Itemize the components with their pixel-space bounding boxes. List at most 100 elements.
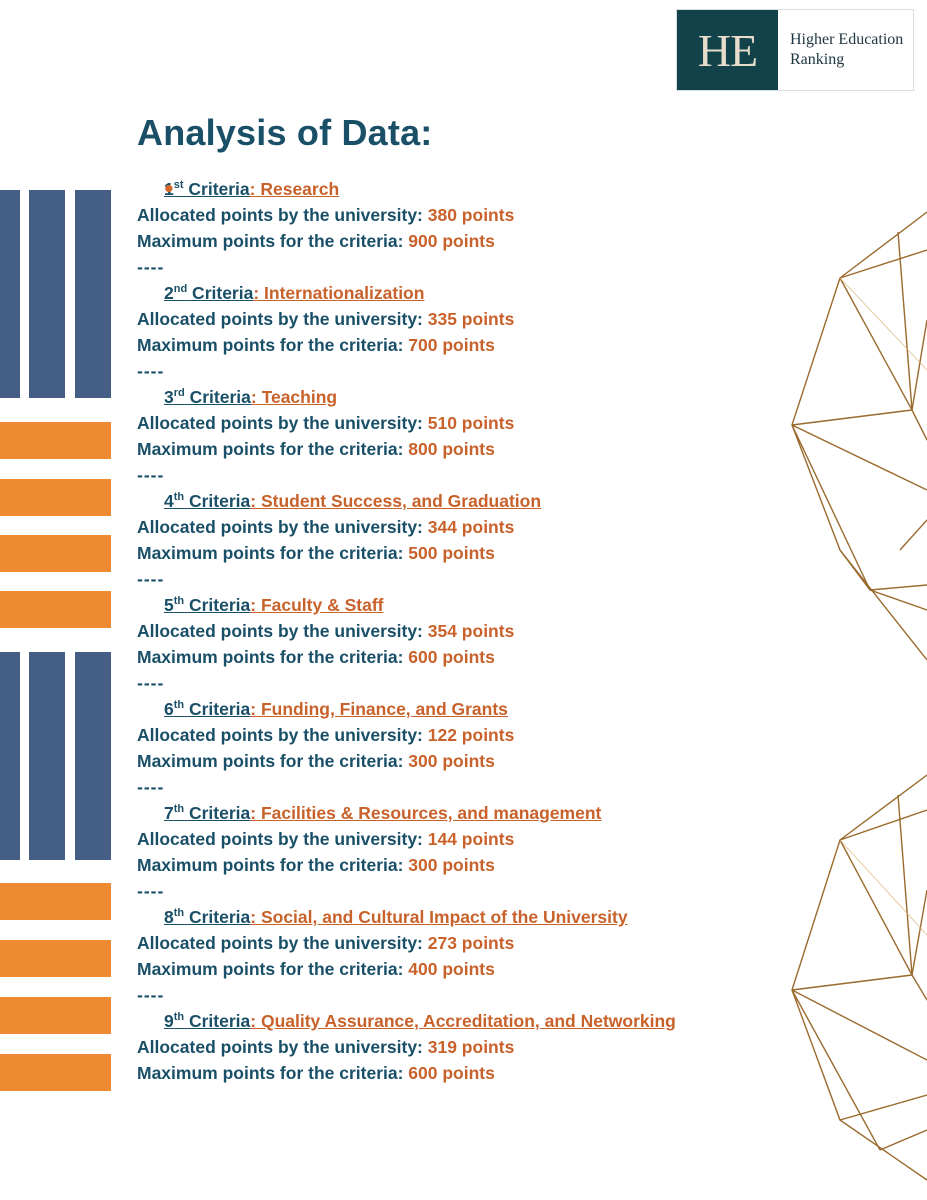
allocated-row: Allocated points by the university: 319 … [137, 1034, 777, 1060]
maximum-label: Maximum points for the criteria: [137, 647, 409, 667]
allocated-value: 344 points [427, 517, 515, 537]
allocated-row: Allocated points by the university: 335 … [137, 306, 777, 332]
maximum-value: 500 points [408, 543, 495, 563]
allocated-value: 273 points [427, 933, 515, 953]
criteria-block: ● 6th Criteria: Funding, Finance, and Gra… [137, 180, 777, 800]
orange-stripe [0, 535, 111, 572]
criteria-name: : Teaching [250, 387, 338, 407]
separator: ---- [137, 673, 165, 693]
criteria-title: 5th Criteria: Faculty & Staff [164, 595, 383, 615]
blue-stripe [0, 190, 20, 398]
allocated-row: Allocated points by the university: 380 … [137, 202, 777, 228]
separator: ---- [137, 985, 165, 1005]
allocated-value: 319 points [427, 1037, 515, 1057]
allocated-label: Allocated points by the university: [137, 205, 428, 225]
allocated-label: Allocated points by the university: [137, 517, 428, 537]
criteria-block: ● 7th Criteria: Facilities & Resources, a… [137, 180, 777, 904]
allocated-row: Allocated points by the university: 354 … [137, 618, 777, 644]
criteria-ordinal: th [173, 491, 185, 503]
maximum-value: 600 points [408, 647, 495, 667]
criteria-number: 2 [164, 283, 174, 303]
orange-stripe [0, 997, 111, 1034]
criteria-block: ● 8th Criteria: Social, and Cultural Impa… [137, 180, 777, 1008]
logo-text: Higher Education Ranking [778, 10, 913, 90]
criteria-number: 3 [164, 387, 174, 407]
maximum-row: Maximum points for the criteria: 900 poi… [137, 228, 777, 254]
blue-stripe [29, 190, 65, 398]
allocated-label: Allocated points by the university: [137, 725, 428, 745]
allocated-value: 380 points [427, 205, 515, 225]
allocated-label: Allocated points by the university: [137, 933, 428, 953]
criteria-heading: ● 8th Criteria: Social, and Cultural Impa… [137, 180, 777, 930]
orange-stripe [0, 883, 111, 920]
criteria-block: ● 1st Criteria: Research Allocated points … [137, 176, 777, 280]
criteria-ordinal: th [173, 1011, 185, 1023]
criteria-number: 4 [164, 491, 174, 511]
allocated-value: 510 points [427, 413, 515, 433]
bullet-icon: ● [164, 180, 174, 197]
bullet-icon: ● [164, 180, 174, 197]
criteria-name: : Social, and Cultural Impact of the Uni… [250, 907, 628, 927]
logo-line-2: Ranking [790, 51, 845, 68]
maximum-label: Maximum points for the criteria: [137, 543, 409, 563]
maximum-row: Maximum points for the criteria: 300 poi… [137, 852, 777, 878]
criteria-title: 4th Criteria: Student Success, and Gradu… [164, 491, 541, 511]
maximum-label: Maximum points for the criteria: [137, 959, 409, 979]
criteria-block: ● 3rd Criteria: Teaching Allocated points … [137, 180, 777, 488]
maximum-label: Maximum points for the criteria: [137, 1063, 409, 1083]
criteria-name: : Quality Assurance, Accreditation, and … [250, 1011, 676, 1031]
criteria-number: 5 [164, 595, 174, 615]
bullet-icon: ● [164, 180, 174, 197]
criteria-word: Criteria [183, 179, 250, 199]
criteria-list: ● 1st Criteria: Research Allocated points … [137, 176, 777, 1086]
criteria-ordinal: st [173, 179, 184, 191]
blue-stripe [75, 652, 111, 860]
allocated-label: Allocated points by the university: [137, 1037, 428, 1057]
separator: ---- [137, 881, 165, 901]
maximum-value: 800 points [408, 439, 495, 459]
bullet-icon: ● [164, 180, 174, 197]
logo-mark: HE [677, 10, 778, 90]
criteria-title: 9th Criteria: Quality Assurance, Accredi… [164, 1011, 676, 1031]
criteria-name: : Facilities & Resources, and management [250, 803, 602, 823]
criteria-title: 3rd Criteria: Teaching [164, 387, 337, 407]
criteria-number: 7 [164, 803, 174, 823]
criteria-ordinal: th [173, 699, 185, 711]
criteria-number: 6 [164, 699, 174, 719]
orange-stripe [0, 940, 111, 977]
criteria-number: 8 [164, 907, 174, 927]
allocated-row: Allocated points by the university: 344 … [137, 514, 777, 540]
maximum-row: Maximum points for the criteria: 800 poi… [137, 436, 777, 462]
maximum-row: Maximum points for the criteria: 700 poi… [137, 332, 777, 358]
criteria-title: 2nd Criteria: Internationalization [164, 283, 424, 303]
maximum-label: Maximum points for the criteria: [137, 751, 409, 771]
criteria-block: ● 9th Criteria: Quality Assurance, Accred… [137, 180, 777, 1086]
criteria-heading: ● 2nd Criteria: Internationalization [137, 180, 777, 306]
allocated-value: 354 points [427, 621, 515, 641]
separator: ---- [137, 361, 165, 381]
bullet-icon: ● [164, 180, 174, 197]
orange-stripe [0, 479, 111, 516]
criteria-ordinal: th [173, 595, 185, 607]
criteria-word: Criteria [184, 491, 251, 511]
orange-stripe [0, 422, 111, 459]
orange-stripe [0, 591, 111, 628]
criteria-word: Criteria [184, 803, 251, 823]
maximum-row: Maximum points for the criteria: 500 poi… [137, 540, 777, 566]
criteria-name: : Student Success, and Graduation [250, 491, 542, 511]
criteria-heading: ● 9th Criteria: Quality Assurance, Accred… [137, 180, 777, 1034]
allocated-value: 122 points [427, 725, 515, 745]
allocated-label: Allocated points by the university: [137, 309, 428, 329]
maximum-value: 300 points [408, 751, 495, 771]
criteria-title: 8th Criteria: Social, and Cultural Impac… [164, 907, 628, 927]
blue-stripe [75, 190, 111, 398]
criteria-block: ● 4th Criteria: Student Success, and Grad… [137, 180, 777, 592]
maximum-label: Maximum points for the criteria: [137, 335, 409, 355]
orange-stripe [0, 1054, 111, 1091]
bullet-icon: ● [164, 180, 174, 197]
maximum-row: Maximum points for the criteria: 600 poi… [137, 644, 777, 670]
criteria-number: 1 [164, 179, 174, 199]
allocated-label: Allocated points by the university: [137, 829, 428, 849]
criteria-word: Criteria [184, 595, 251, 615]
criteria-title: 6th Criteria: Funding, Finance, and Gran… [164, 699, 508, 719]
